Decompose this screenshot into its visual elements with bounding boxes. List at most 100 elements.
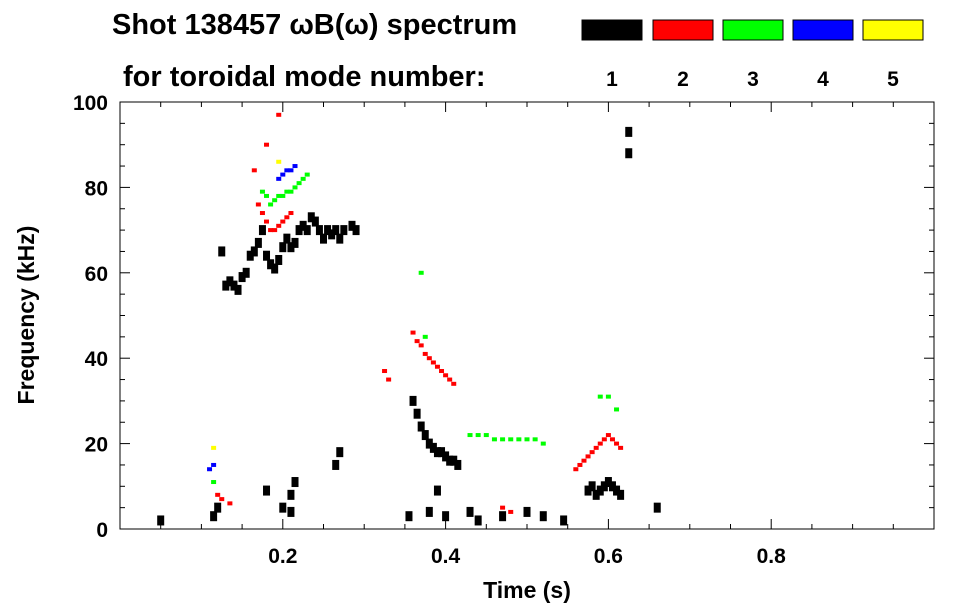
- data-point: [254, 237, 262, 248]
- data-point: [246, 250, 254, 261]
- x-tick-label: 0.4: [431, 545, 461, 568]
- data-point: [617, 489, 625, 500]
- legend-swatch-1: [581, 19, 643, 41]
- data-point: [605, 433, 611, 438]
- data-point: [382, 369, 388, 374]
- data-point: [467, 433, 473, 438]
- data-point: [426, 356, 432, 361]
- data-point: [430, 360, 436, 365]
- legend-label-5: 5: [887, 68, 899, 91]
- data-point: [288, 211, 294, 216]
- data-point: [597, 441, 603, 446]
- data-point: [214, 502, 222, 513]
- data-point: [207, 467, 213, 472]
- chart-subtitle: for toroidal mode number:: [123, 61, 486, 93]
- data-point: [332, 225, 340, 236]
- data-point: [226, 276, 234, 287]
- data-point: [238, 272, 246, 283]
- legend-swatch-5: [862, 19, 924, 41]
- data-point: [234, 284, 242, 295]
- data-point: [268, 202, 274, 207]
- data-point: [251, 168, 257, 173]
- data-point: [288, 189, 294, 194]
- data-point: [268, 228, 274, 233]
- data-point: [218, 246, 226, 257]
- data-point: [299, 220, 307, 231]
- data-point: [276, 193, 282, 198]
- data-point: [311, 216, 319, 227]
- data-point: [421, 430, 429, 441]
- data-point: [320, 233, 327, 244]
- data-point: [258, 225, 266, 236]
- data-point: [604, 477, 612, 488]
- data-point: [280, 193, 286, 198]
- data-point: [284, 215, 290, 220]
- series-n=5: [211, 159, 282, 450]
- data-point: [601, 437, 607, 442]
- series-n=2: [215, 112, 624, 514]
- data-point: [340, 225, 348, 236]
- data-point: [227, 501, 233, 506]
- data-point: [475, 433, 481, 438]
- data-point: [433, 447, 441, 458]
- data-point: [593, 445, 599, 450]
- y-axis-label: Frequency (kHz): [13, 226, 39, 405]
- data-point: [596, 485, 604, 496]
- x-axis-label: Time (s): [483, 577, 571, 603]
- data-point: [279, 502, 287, 513]
- data-point: [210, 511, 218, 522]
- data-point: [336, 447, 344, 458]
- chart-title: Shot 138457 ωB(ω) spectrum: [112, 9, 517, 41]
- data-point: [263, 485, 271, 496]
- data-point: [483, 433, 489, 438]
- data-point: [291, 477, 299, 488]
- data-point: [605, 394, 611, 399]
- data-point: [267, 259, 275, 270]
- data-point: [276, 159, 282, 164]
- data-point: [259, 211, 265, 216]
- legend-label-4: 4: [817, 68, 829, 91]
- data-point: [413, 408, 421, 419]
- data-point: [442, 511, 450, 522]
- data-point: [474, 515, 482, 526]
- legend-label-1: 1: [606, 68, 618, 91]
- data-point: [614, 441, 620, 446]
- data-point: [300, 176, 306, 181]
- data-point: [409, 395, 417, 406]
- x-axis: 0.2 0.4 0.6 0.8: [160, 102, 894, 568]
- data-point: [230, 280, 238, 291]
- y-tick-label: 40: [85, 348, 108, 371]
- data-point: [450, 455, 458, 466]
- series-n=4: [207, 164, 298, 472]
- data-point: [250, 246, 258, 257]
- data-point: [307, 212, 315, 223]
- data-point: [328, 229, 336, 240]
- data-point: [577, 462, 583, 467]
- plot-frame: [119, 101, 935, 530]
- y-tick-label: 80: [85, 177, 108, 200]
- legend-label-2: 2: [677, 68, 689, 91]
- y-axis: 0 20 40 60 80 100: [73, 92, 934, 542]
- data-point: [442, 451, 450, 462]
- data-point: [609, 437, 615, 442]
- data-point: [271, 263, 279, 274]
- data-point: [264, 193, 270, 198]
- data-point: [287, 489, 295, 500]
- data-point: [414, 339, 420, 344]
- data-point: [451, 381, 457, 386]
- data-point: [500, 437, 506, 442]
- data-point: [447, 377, 453, 382]
- data-point: [272, 228, 278, 233]
- data-point: [222, 280, 230, 291]
- data-point: [439, 369, 445, 374]
- data-point: [275, 254, 283, 265]
- data-point: [283, 233, 291, 244]
- data-point: [211, 480, 217, 485]
- data-point: [429, 442, 437, 453]
- data-point: [255, 202, 261, 207]
- data-point: [508, 437, 514, 442]
- data-point: [443, 373, 449, 378]
- data-point: [573, 467, 579, 472]
- data-point: [276, 112, 282, 117]
